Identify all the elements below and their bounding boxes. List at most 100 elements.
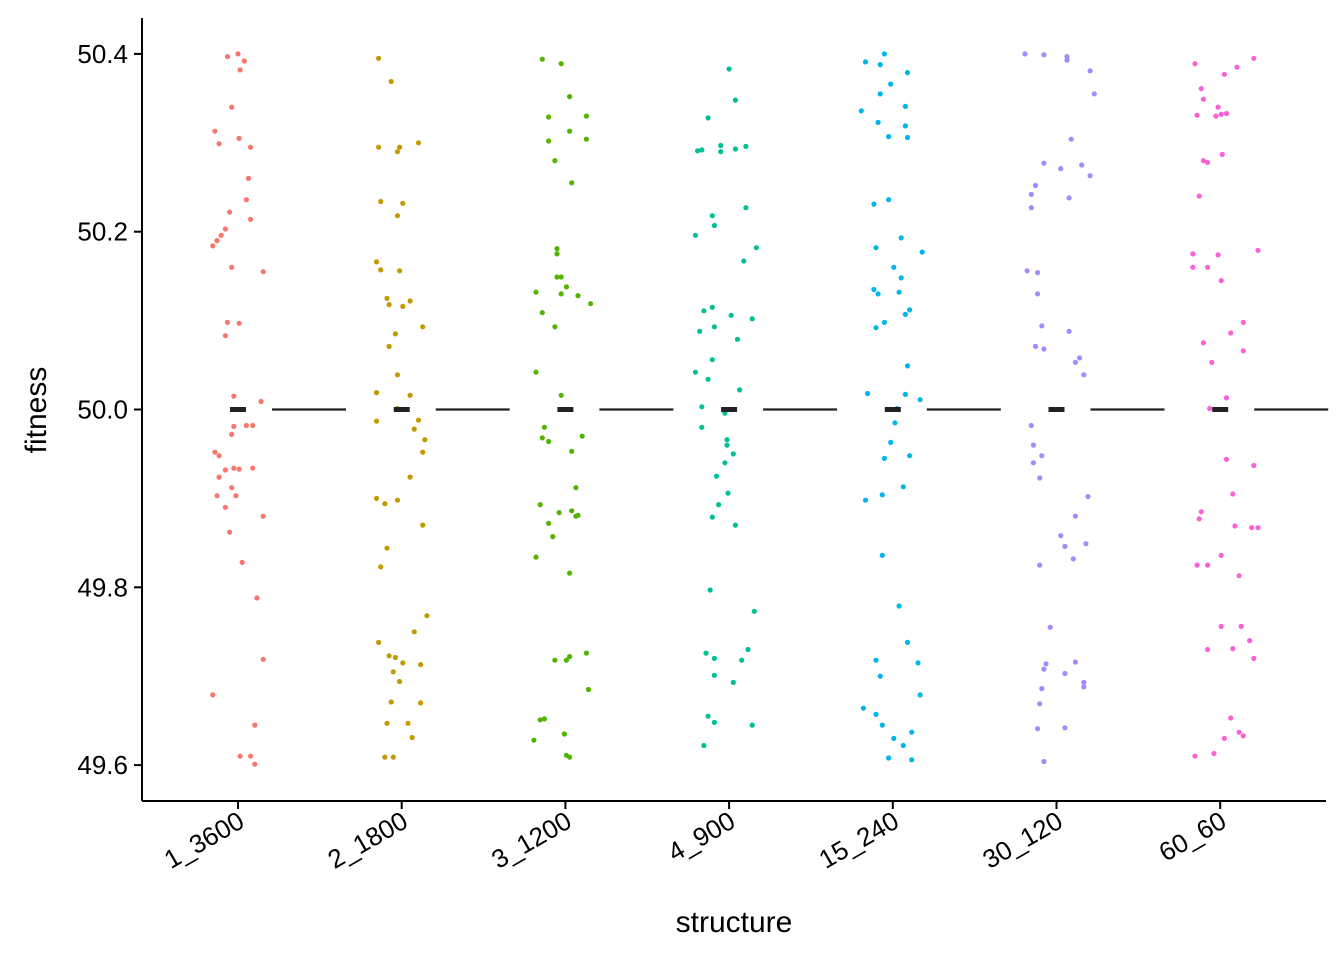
data-point (1039, 323, 1045, 329)
data-point (1035, 291, 1041, 297)
data-point (231, 465, 237, 471)
data-point (378, 564, 384, 570)
data-point (886, 197, 892, 203)
data-point (1218, 278, 1224, 284)
data-point (701, 742, 707, 749)
data-point (1072, 359, 1078, 365)
data-point (388, 699, 394, 705)
data-point (1198, 509, 1204, 515)
data-point (1223, 395, 1230, 401)
data-point (376, 639, 382, 646)
data-point (745, 646, 751, 653)
data-point (394, 213, 401, 219)
data-point (539, 310, 545, 316)
data-point (420, 522, 426, 528)
data-point (896, 289, 902, 295)
data-point (1240, 348, 1246, 354)
data-point (243, 422, 249, 429)
data-point (900, 484, 906, 490)
data-point (873, 657, 879, 663)
data-point (388, 78, 394, 85)
data-point (394, 372, 401, 378)
data-point (558, 274, 564, 280)
data-point (373, 259, 380, 265)
data-point (1035, 726, 1041, 732)
data-point (711, 222, 718, 229)
data-point (254, 595, 260, 601)
data-point (1211, 750, 1217, 757)
data-point (858, 108, 864, 114)
data-point (1039, 453, 1045, 459)
data-point (1200, 96, 1206, 102)
data-point (390, 669, 396, 675)
data-point (743, 143, 749, 149)
data-point (418, 662, 424, 668)
data-point (216, 141, 222, 147)
data-point (235, 51, 241, 57)
data-point (1213, 113, 1219, 119)
data-point (902, 103, 909, 109)
data-point (229, 264, 235, 270)
data-point (1196, 193, 1202, 199)
data-point (1079, 162, 1085, 168)
data-point (1062, 725, 1068, 731)
data-point (575, 293, 581, 299)
data-point (397, 268, 403, 274)
data-point (405, 720, 411, 726)
data-point (902, 123, 909, 129)
data-point (703, 650, 709, 656)
data-point (711, 324, 718, 330)
data-point (1205, 562, 1211, 568)
data-point (909, 757, 915, 763)
data-point (1196, 516, 1202, 522)
data-point (533, 369, 539, 375)
data-point (569, 448, 575, 454)
data-point (860, 705, 867, 711)
data-point (382, 754, 388, 760)
data-point (1028, 205, 1034, 211)
data-point (732, 146, 739, 152)
data-point (424, 613, 430, 619)
data-point (418, 700, 424, 706)
data-point (579, 433, 585, 439)
data-point (1219, 151, 1225, 157)
data-point (550, 534, 556, 540)
data-point (1070, 556, 1076, 562)
data-point (1232, 523, 1238, 529)
y-tick-label: 50.4 (77, 39, 128, 69)
data-point (865, 390, 871, 397)
data-point (420, 324, 426, 330)
data-point (1230, 491, 1236, 497)
data-point (697, 328, 703, 334)
data-point (1236, 729, 1242, 735)
data-point (558, 392, 564, 398)
data-point (711, 672, 718, 678)
data-point (699, 424, 705, 430)
data-point (556, 509, 562, 516)
data-point (373, 495, 380, 501)
data-point (378, 267, 384, 273)
data-point (1066, 195, 1072, 201)
data-point (216, 474, 222, 480)
data-point (907, 453, 913, 459)
data-point (561, 731, 568, 737)
data-point (751, 608, 757, 614)
data-point (227, 529, 233, 535)
data-points (210, 51, 1261, 767)
data-point (1200, 158, 1206, 164)
data-point (1032, 343, 1039, 349)
data-point (1037, 701, 1043, 707)
data-point (709, 304, 715, 310)
data-point (692, 369, 699, 375)
data-point (917, 397, 923, 403)
data-point (1238, 623, 1244, 630)
data-point (1251, 55, 1257, 61)
data-point (1218, 623, 1224, 630)
data-point (1234, 64, 1240, 70)
data-point (222, 467, 228, 473)
data-point (711, 655, 718, 662)
data-point (229, 104, 235, 110)
data-point (904, 70, 911, 76)
data-point (1041, 160, 1047, 166)
data-point (212, 449, 218, 455)
